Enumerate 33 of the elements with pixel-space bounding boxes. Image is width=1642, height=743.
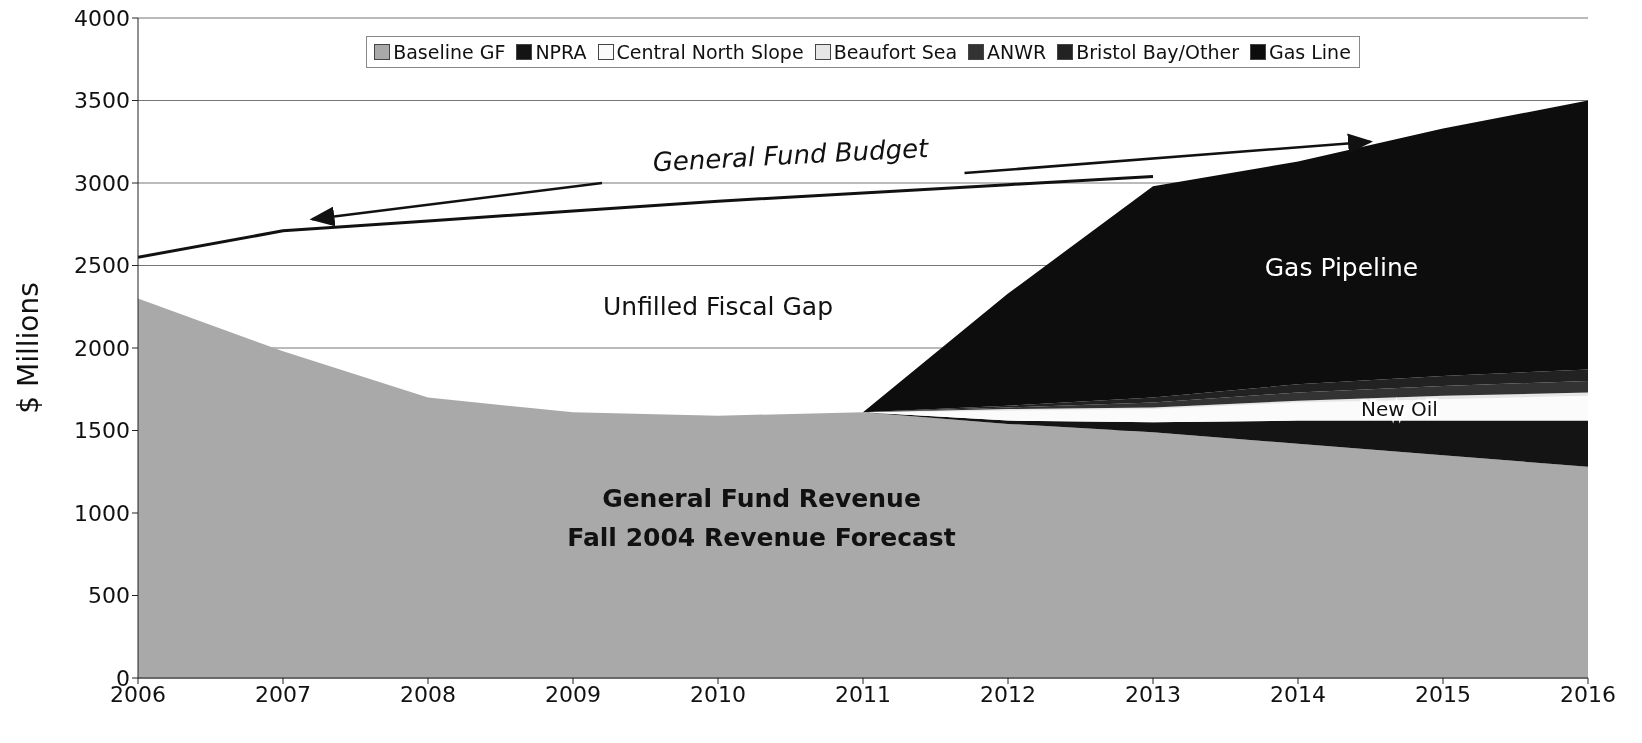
x-tick-label: 2011 — [835, 681, 891, 707]
line-series — [138, 174, 1155, 259]
annotation: Gas Pipeline — [1264, 252, 1419, 282]
y-tick-label: 2500 — [74, 253, 130, 279]
annotation: General Fund Revenue — [602, 483, 921, 513]
legend-label: NPRA — [534, 41, 587, 63]
legend-label: Central North Slope — [615, 41, 804, 63]
x-tick-label: 2016 — [1560, 681, 1616, 707]
legend-label: ANWR — [986, 41, 1047, 63]
y-tick-label: 3000 — [74, 170, 130, 196]
x-tick-label: 2012 — [980, 681, 1036, 707]
legend-label: Baseline GF — [392, 41, 506, 63]
annotation: Unfilled Fiscal Gap — [602, 292, 834, 322]
x-tick-label: 2015 — [1415, 681, 1471, 707]
y-tick-label: 3500 — [74, 88, 130, 114]
x-tick-label: 2013 — [1125, 681, 1181, 707]
x-tick-label: 2007 — [255, 681, 311, 707]
y-tick-label: 1000 — [74, 500, 130, 526]
legend-label: Beaufort Sea — [832, 41, 958, 63]
legend-label: Bristol Bay/Other — [1075, 41, 1239, 63]
x-tick-label: 2014 — [1270, 681, 1326, 707]
y-axis-title: $ Millions — [11, 282, 45, 414]
x-tick-label: 2010 — [690, 681, 746, 707]
y-tick-label: 500 — [88, 583, 130, 609]
y-tick-label: 2000 — [74, 335, 130, 361]
annotation: Fall 2004 Revenue Forecast — [567, 523, 956, 553]
legend-label: Gas Line — [1267, 41, 1351, 63]
annotation: General Fund Budget — [651, 132, 930, 178]
y-tick-label: 4000 — [74, 5, 130, 31]
y-tick-label: 1500 — [74, 418, 130, 444]
annotation: New Oil — [1361, 397, 1438, 422]
x-tick-label: 2008 — [400, 681, 456, 707]
x-tick-label: 2009 — [545, 681, 601, 707]
